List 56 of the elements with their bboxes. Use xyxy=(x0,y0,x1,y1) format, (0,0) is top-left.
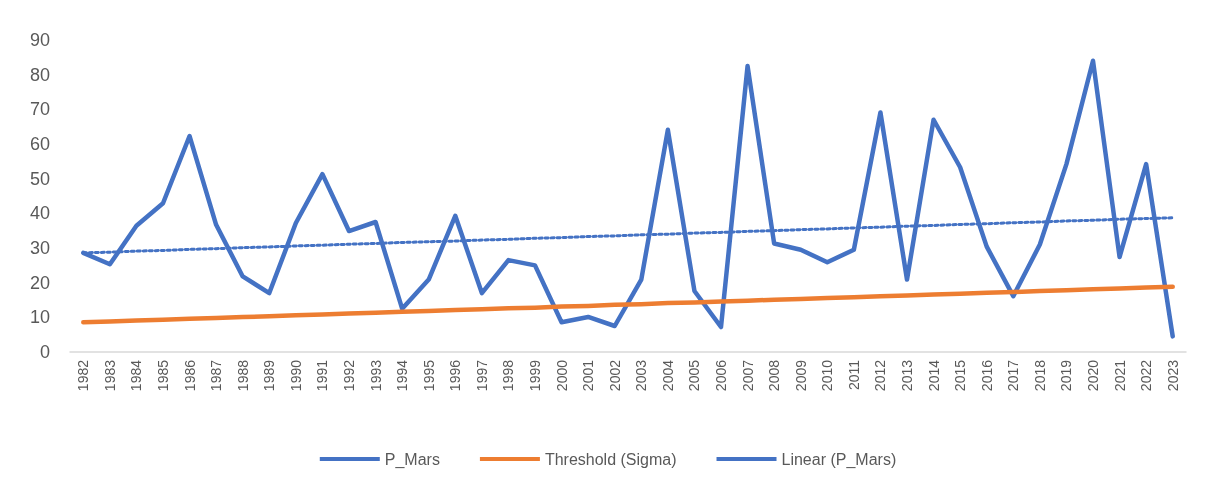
y-tick-label: 30 xyxy=(29,238,50,258)
x-tick-label: 1998 xyxy=(500,359,517,392)
x-tick-label: 2008 xyxy=(766,359,783,392)
y-tick-label: 80 xyxy=(29,64,50,85)
x-tick-label: 1995 xyxy=(420,359,437,392)
x-tick-label: 2003 xyxy=(633,359,650,392)
x-tick-label: 1996 xyxy=(447,359,464,392)
y-tick-label: 90 xyxy=(29,30,50,50)
x-tick-label: 1989 xyxy=(261,359,278,392)
x-tick-label: 2013 xyxy=(899,359,915,392)
x-tick-label: 2006 xyxy=(713,359,729,392)
x-tick-label: 1986 xyxy=(181,359,198,392)
x-tick-label: 1992 xyxy=(341,359,357,392)
x-tick-label: 2022 xyxy=(1138,359,1155,392)
x-tick-label: 1999 xyxy=(527,359,543,392)
y-tick-label: 70 xyxy=(29,99,50,120)
x-tick-label: 1982 xyxy=(75,359,92,392)
y-tick-label: 50 xyxy=(29,168,50,189)
legend-label: P_Mars xyxy=(384,450,440,469)
x-tick-label: 2004 xyxy=(659,359,676,392)
x-tick-label: 2017 xyxy=(1005,359,1022,392)
x-tick-label: 2010 xyxy=(819,359,836,392)
x-tick-label: 1985 xyxy=(155,359,171,392)
x-tick-label: 2011 xyxy=(845,359,862,391)
y-tick-label: 40 xyxy=(29,203,50,224)
x-tick-label: 1988 xyxy=(234,359,251,392)
x-tick-label: 2012 xyxy=(872,359,889,392)
x-tick-label: 2014 xyxy=(925,359,942,392)
x-tick-label: 2016 xyxy=(978,359,995,392)
x-tick-label: 2007 xyxy=(739,359,756,392)
y-tick-label: 20 xyxy=(29,272,50,293)
x-tick-label: 2002 xyxy=(606,359,623,392)
x-tick-label: 2023 xyxy=(1164,359,1181,392)
x-tick-label: 2019 xyxy=(1058,359,1075,392)
x-tick-label: 2018 xyxy=(1031,359,1048,392)
x-tick-label: 1983 xyxy=(101,359,118,392)
legend-label: Threshold (Sigma) xyxy=(544,450,677,468)
line-series xyxy=(81,284,1175,325)
x-tick-label: 1990 xyxy=(287,359,304,392)
x-tick-label: 1987 xyxy=(208,359,225,392)
x-tick-label: 1991 xyxy=(314,359,331,392)
x-tick-label: 2021 xyxy=(1111,359,1128,392)
y-tick-label: 10 xyxy=(29,307,50,328)
y-tick-label: 0 xyxy=(39,342,50,362)
x-tick-label: 2005 xyxy=(686,359,703,392)
y-tick-label: 60 xyxy=(29,134,50,154)
x-tick-label: 1997 xyxy=(473,359,490,392)
x-tick-label: 2001 xyxy=(580,359,597,392)
x-tick-label: 2015 xyxy=(952,359,969,392)
x-tick-label: 1984 xyxy=(128,359,145,392)
x-tick-label: 1994 xyxy=(394,359,411,392)
x-tick-label: 2009 xyxy=(792,359,809,392)
x-tick-label: 2000 xyxy=(553,359,570,392)
x-tick-label: 2020 xyxy=(1085,359,1101,392)
x-tick-label: 1993 xyxy=(367,359,384,392)
legend-label: Linear (P_Mars) xyxy=(781,450,897,469)
